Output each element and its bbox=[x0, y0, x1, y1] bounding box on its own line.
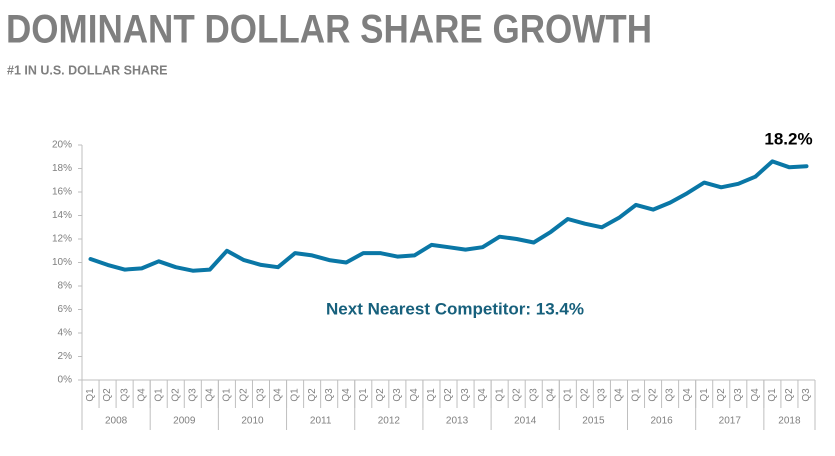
year-label: 2018 bbox=[778, 416, 801, 427]
x-tick-label: Q2 bbox=[511, 388, 522, 402]
x-tick-label: Q1 bbox=[222, 388, 233, 402]
data-line bbox=[88, 159, 809, 273]
x-tick-label: Q3 bbox=[187, 388, 198, 402]
year-label: 2009 bbox=[173, 416, 196, 427]
y-tick-label: 12% bbox=[52, 234, 72, 245]
x-tick-label: Q4 bbox=[545, 388, 556, 402]
y-tick-label: 4% bbox=[58, 328, 73, 339]
x-tick-label: Q2 bbox=[443, 388, 454, 402]
x-tick-label: Q3 bbox=[801, 388, 812, 402]
x-tick-label: Q2 bbox=[307, 388, 318, 402]
x-tick-label: Q2 bbox=[716, 388, 727, 402]
x-tick-label: Q1 bbox=[562, 388, 573, 402]
x-tick-label: Q2 bbox=[784, 388, 795, 402]
x-tick-label: Q4 bbox=[136, 388, 147, 402]
x-tick-label: Q3 bbox=[392, 388, 403, 402]
year-label: 2014 bbox=[514, 416, 537, 427]
year-label: 2016 bbox=[650, 416, 673, 427]
y-tick-label: 8% bbox=[58, 281, 73, 292]
x-tick-label: Q1 bbox=[85, 388, 96, 402]
x-tick-label: Q3 bbox=[119, 388, 130, 402]
x-tick-label: Q3 bbox=[324, 388, 335, 402]
x-tick-label: Q4 bbox=[750, 388, 761, 402]
x-tick-label: Q1 bbox=[358, 388, 369, 402]
x-tick-label: Q1 bbox=[699, 388, 710, 402]
x-tick-label: Q2 bbox=[648, 388, 659, 402]
year-label: 2013 bbox=[446, 416, 469, 427]
x-tick-label: Q1 bbox=[631, 388, 642, 402]
x-tick-label: Q1 bbox=[290, 388, 301, 402]
y-tick-label: 16% bbox=[52, 187, 72, 198]
x-tick-label: Q3 bbox=[665, 388, 676, 402]
x-tick-label: Q3 bbox=[460, 388, 471, 402]
x-tick-label: Q2 bbox=[239, 388, 250, 402]
y-tick-label: 18% bbox=[52, 163, 72, 174]
year-label: 2015 bbox=[582, 416, 605, 427]
x-tick-label: Q1 bbox=[494, 388, 505, 402]
x-tick-label: Q2 bbox=[102, 388, 113, 402]
end-label: 18.2% bbox=[764, 130, 812, 149]
x-tick-label: Q4 bbox=[682, 388, 693, 402]
x-tick-label: Q1 bbox=[767, 388, 778, 402]
x-tick-label: Q2 bbox=[170, 388, 181, 402]
y-tick-label: 6% bbox=[58, 304, 73, 315]
annotation: Next Nearest Competitor: 13.4% bbox=[326, 299, 584, 318]
year-label: 2010 bbox=[241, 416, 264, 427]
y-tick-label: 0% bbox=[58, 375, 73, 386]
x-tick-label: Q3 bbox=[597, 388, 608, 402]
x-tick-label: Q4 bbox=[614, 388, 625, 402]
x-tick-label: Q4 bbox=[409, 388, 420, 402]
x-tick-label: Q3 bbox=[528, 388, 539, 402]
x-tick-label: Q4 bbox=[477, 388, 488, 402]
y-tick-label: 2% bbox=[58, 351, 73, 362]
x-tick-label: Q1 bbox=[153, 388, 164, 402]
year-label: 2011 bbox=[310, 416, 332, 427]
y-tick-label: 20% bbox=[52, 140, 72, 151]
year-label: 2008 bbox=[105, 416, 128, 427]
x-tick-label: Q3 bbox=[256, 388, 267, 402]
year-label: 2017 bbox=[719, 416, 742, 427]
y-tick-label: 10% bbox=[52, 257, 72, 268]
x-tick-label: Q4 bbox=[273, 388, 284, 402]
x-tick-label: Q4 bbox=[341, 388, 352, 402]
x-tick-label: Q1 bbox=[426, 388, 437, 402]
y-tick-label: 14% bbox=[52, 210, 72, 221]
chart-title: DOMINANT DOLLAR SHARE GROWTH bbox=[6, 8, 652, 52]
x-tick-label: Q2 bbox=[580, 388, 591, 402]
x-tick-label: Q2 bbox=[375, 388, 386, 402]
x-tick-label: Q3 bbox=[733, 388, 744, 402]
year-label: 2012 bbox=[378, 416, 401, 427]
chart-subtitle: #1 IN U.S. DOLLAR SHARE bbox=[7, 63, 167, 77]
x-tick-label: Q4 bbox=[204, 388, 215, 402]
